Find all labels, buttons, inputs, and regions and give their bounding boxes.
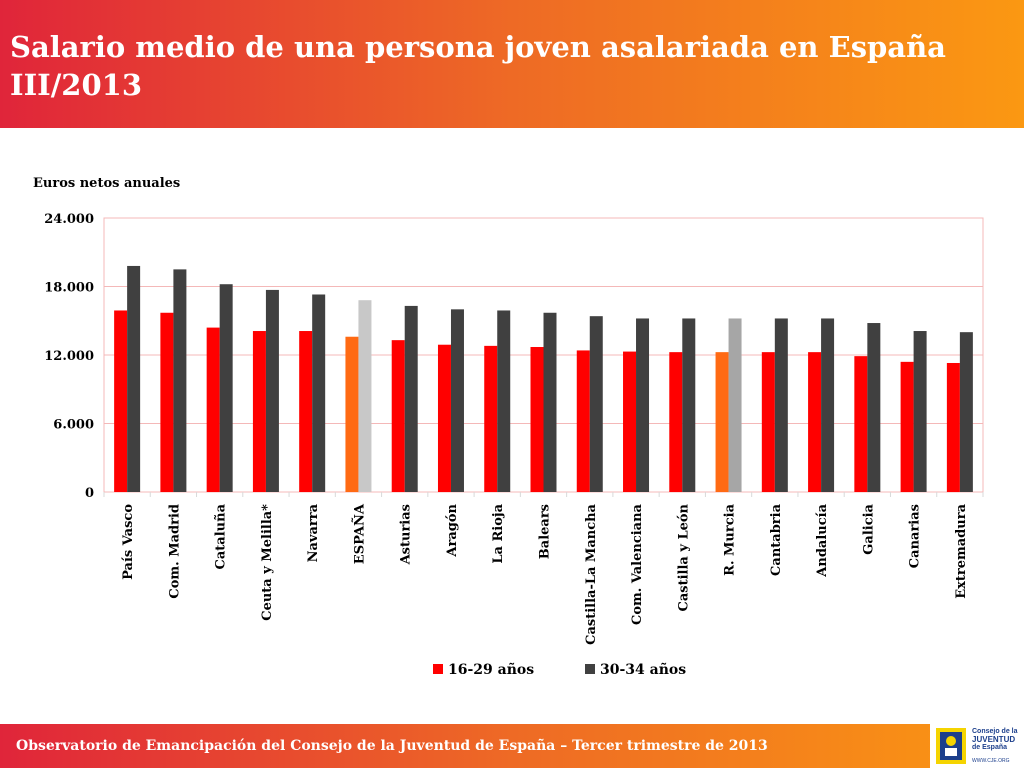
bar-16-29	[946, 362, 960, 492]
logo-line-3: de España	[972, 744, 1008, 751]
bar-16-29	[808, 352, 822, 492]
bar-30-34	[450, 309, 464, 492]
bar-30-34	[312, 294, 326, 492]
legend-label-series-2: 30-34 años	[600, 662, 687, 678]
x-tick-label: Castilla-La Mancha	[584, 503, 599, 644]
bar-16-29	[252, 331, 266, 492]
x-tick-label: La Rioja	[491, 503, 506, 563]
cje-logo: Consejo de la JUVENTUD de España WWW.CJE…	[930, 724, 1024, 768]
bar-chart: 0 6.000 12.000 18.000 24.000 País Vasco Com. M…	[44, 212, 984, 645]
bar-30-34	[497, 310, 511, 492]
x-tick-label: R. Murcia	[723, 503, 738, 575]
x-tick-label: Castilla y León	[676, 503, 691, 611]
legend-swatch-series-2	[585, 664, 595, 674]
x-tick-label: Asturias	[399, 504, 414, 565]
bar-30-34	[404, 305, 418, 492]
x-tick-label: País Vasco	[121, 504, 136, 580]
bar-30-34	[774, 318, 788, 492]
y-tick-label: 12.000	[44, 349, 94, 364]
bar-30-34	[682, 318, 696, 492]
logo-line-1: Consejo de la	[972, 728, 1018, 735]
bar-30-34	[636, 318, 650, 492]
logo-line-2: JUVENTUD	[972, 735, 1016, 744]
x-tick-label: Aragón	[445, 503, 460, 557]
legend-item-series-1: 16-29 años	[433, 662, 534, 678]
bar-30-34	[913, 331, 927, 492]
x-tick-label: Extremadura	[954, 503, 969, 598]
y-axis-label: Euros netos anuales	[33, 176, 181, 191]
bar-30-34	[265, 289, 279, 492]
footer-text: Observatorio de Emancipación del Consejo…	[16, 738, 768, 754]
logo-text: Consejo de la JUVENTUD de España	[972, 728, 1018, 752]
bar-30-34	[728, 318, 742, 492]
bar-16-29	[530, 347, 544, 492]
bar-16-29	[345, 336, 359, 492]
bar-16-29	[484, 345, 498, 492]
bar-30-34	[589, 316, 603, 492]
bar-16-29	[576, 350, 590, 492]
bar-16-29	[761, 352, 775, 492]
logo-url: WWW.CJE.ORG	[972, 758, 1010, 764]
x-tick-label: Balears	[538, 504, 553, 559]
bar-30-34	[543, 312, 557, 492]
bar-30-34	[959, 332, 973, 492]
bar-16-29	[391, 340, 405, 492]
bar-16-29	[900, 361, 914, 492]
bar-16-29	[623, 351, 637, 492]
x-tick-label: ESPAÑA	[351, 503, 367, 564]
y-tick-label: 18.000	[44, 281, 94, 296]
y-tick-label: 24.000	[44, 212, 94, 227]
bar-30-34	[867, 323, 881, 492]
bar-16-29	[114, 310, 128, 492]
chart-legend: 16-29 años 30-34 años	[0, 662, 1024, 682]
bar-16-29	[206, 327, 220, 492]
bar-16-29	[299, 331, 313, 492]
x-tick-label: Com. Valenciana	[630, 503, 645, 625]
legend-swatch-series-1	[433, 664, 443, 674]
bar-30-34	[173, 269, 187, 492]
legend-label-series-1: 16-29 años	[448, 662, 535, 678]
y-tick-label: 0	[85, 486, 94, 501]
bar-30-34	[219, 284, 233, 492]
bar-16-29	[715, 352, 729, 492]
x-tick-label: Navarra	[306, 503, 321, 562]
bar-16-29	[854, 356, 868, 492]
bar-30-34	[127, 265, 141, 492]
x-tick-label: Cataluña	[214, 503, 229, 569]
y-tick-label: 6.000	[53, 418, 94, 433]
x-tick-label: Canarias	[908, 504, 923, 568]
bar-30-34	[358, 300, 372, 492]
bar-16-29	[160, 312, 174, 492]
page-title: Salario medio de una persona joven asala…	[10, 28, 1010, 104]
title-line-1: Salario medio de una persona joven asala…	[10, 30, 946, 64]
bar-30-34	[821, 318, 835, 492]
bar-16-29	[437, 344, 451, 492]
title-line-2: III/2013	[10, 68, 143, 102]
x-tick-label: Cantabria	[769, 503, 784, 576]
x-tick-label: Andalucía	[815, 503, 830, 577]
x-tick-label: Ceuta y Melilla*	[260, 504, 275, 621]
cje-emblem-icon	[936, 728, 966, 764]
footer-bar	[0, 724, 1024, 768]
x-tick-label: Com. Madrid	[167, 504, 182, 599]
x-tick-label: Galicia	[861, 503, 876, 554]
bar-16-29	[669, 352, 683, 492]
title-banner	[0, 0, 1024, 128]
legend-item-series-2: 30-34 años	[585, 662, 686, 678]
